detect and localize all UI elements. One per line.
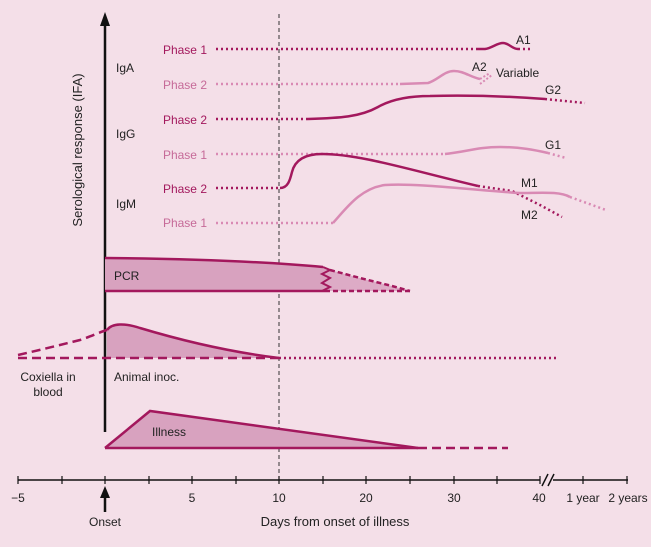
curve-label-g1: G1 (545, 138, 561, 152)
y-axis-label: Serological response (IFA) (70, 73, 85, 226)
igg-label: IgG (116, 127, 135, 141)
tick-label-5: 5 (189, 491, 196, 505)
pcr-label: PCR (114, 269, 140, 283)
curve-iga-phase1 (216, 41, 532, 51)
tick-label-20: 20 (359, 491, 373, 505)
iga-label: IgA (116, 61, 134, 75)
onset-arrow (100, 486, 110, 512)
curve-label-variable: Variable (496, 66, 539, 80)
tick-label-30: 30 (447, 491, 461, 505)
curve-label-m2: M2 (521, 208, 538, 222)
curve-label-g2: G2 (545, 83, 561, 97)
curve-label-a2: A2 (472, 60, 487, 74)
curve-igm-phase2 (216, 152, 563, 219)
igm-label: IgM (116, 197, 136, 211)
illness-label: Illness (152, 425, 186, 439)
illness-region (104, 409, 508, 450)
tick-label-2-years: 2 years (608, 491, 647, 505)
phase-label-iga-1: Phase 1 (163, 43, 207, 57)
curve-igg-phase1 (216, 145, 567, 160)
curve-igm-phase1 (216, 183, 607, 225)
coxiella-label-line2: blood (33, 385, 62, 399)
coxiella-blood-region (17, 323, 558, 360)
phase-label-igg-1: Phase 1 (163, 148, 207, 162)
onset-label: Onset (89, 515, 122, 529)
y-axis-arrow (100, 12, 110, 26)
animal-inoc-label: Animal inoc. (114, 370, 179, 384)
curve-label-m1: M1 (521, 176, 538, 190)
curve-igg-phase2 (216, 94, 586, 121)
coxiella-label-line1: Coxiella in (20, 370, 75, 384)
phase-label-igm-2: Phase 2 (163, 182, 207, 196)
tick-label-minus5: −5 (11, 491, 25, 505)
tick-label-40: 40 (532, 491, 546, 505)
curve-iga-phase2 (216, 69, 493, 86)
x-axis (17, 473, 628, 487)
curve-label-a1: A1 (516, 33, 531, 47)
pcr-region (104, 256, 411, 293)
phase-label-igg-2: Phase 2 (163, 113, 207, 127)
phase-label-iga-2: Phase 2 (163, 78, 207, 92)
tick-label-1-year: 1 year (566, 491, 599, 505)
x-axis-label: Days from onset of illness (261, 514, 410, 529)
tick-label-10: 10 (272, 491, 286, 505)
phase-label-igm-1: Phase 1 (163, 216, 207, 230)
